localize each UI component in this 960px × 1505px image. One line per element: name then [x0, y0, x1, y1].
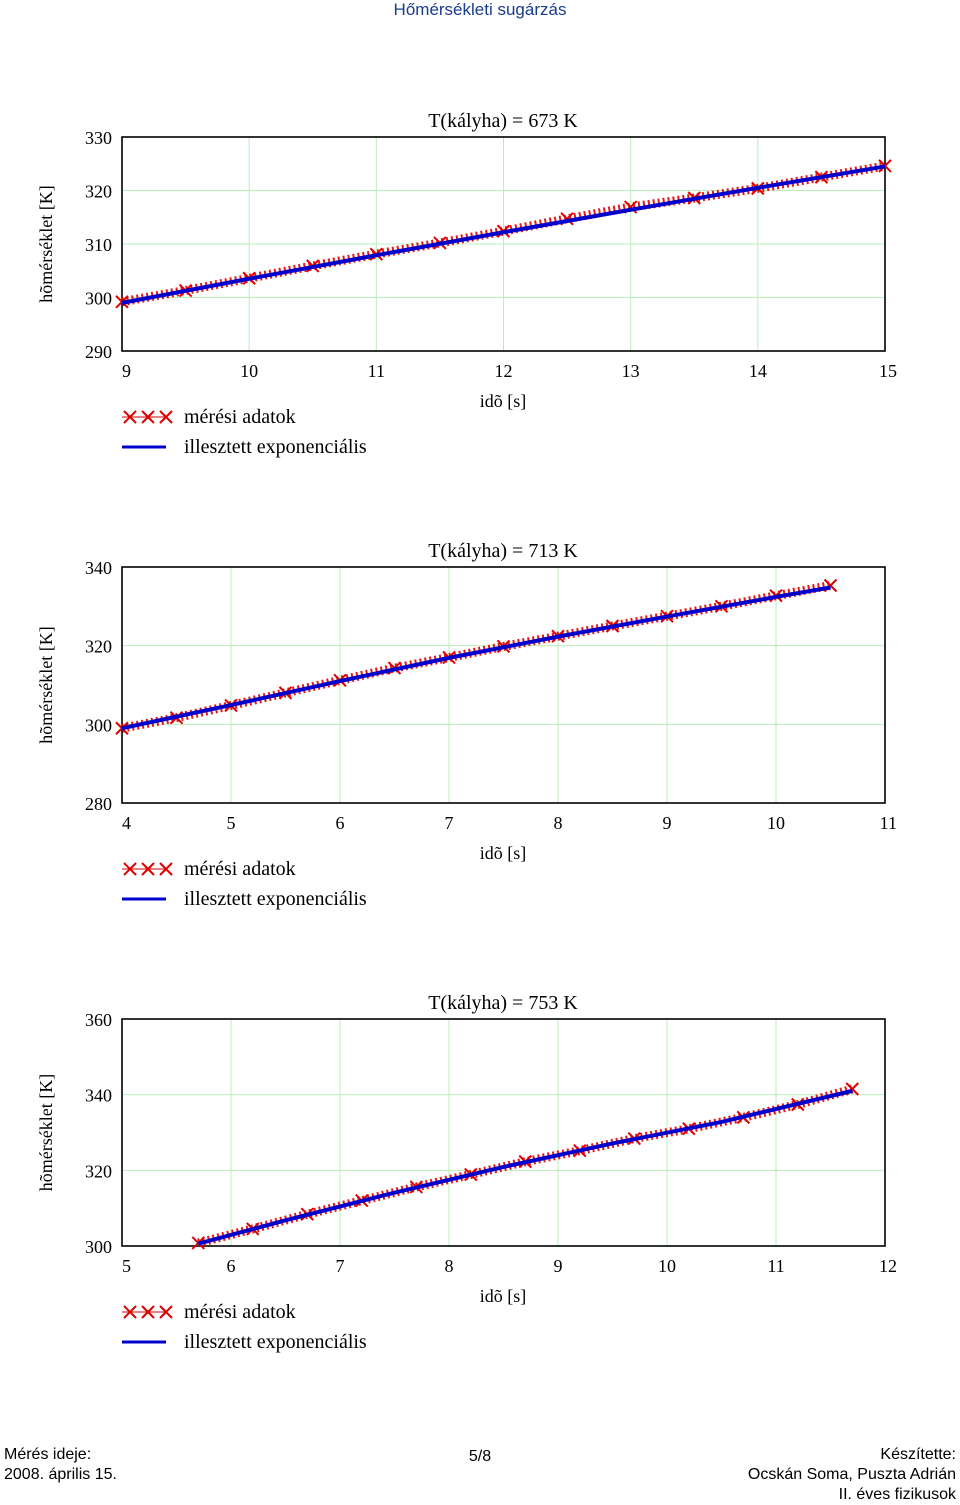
measurement-date-label: Mérés ideje: [4, 1446, 92, 1463]
legend-label-fitted: illesztett exponenciális [184, 1331, 367, 1353]
x-axis-label: idõ [s] [480, 391, 527, 411]
x-tick-label: 9 [663, 813, 672, 833]
chart-673K: T(kályha) = 673 K 290 300 310 320 330 9 10 11 12 1… [36, 110, 897, 458]
x-tick-label: 12 [495, 361, 513, 381]
x-tick-label: 11 [880, 813, 897, 833]
legend-label-fitted: illesztett exponenciális [184, 888, 367, 910]
y-axis-label: hõmérséklet [K] [36, 1074, 56, 1191]
legend-label-measured: mérési adatok [184, 858, 296, 880]
y-axis-label: hõmérséklet [K] [36, 185, 56, 302]
page-number: 5/8 [468, 1448, 492, 1465]
y-tick-label: 320 [85, 1161, 112, 1181]
x-tick-label: 8 [445, 1256, 454, 1276]
x-tick-label: 15 [879, 361, 897, 381]
plot-frame [121, 566, 886, 804]
x-tick-label: 9 [554, 1256, 563, 1276]
x-tick-label: 11 [767, 1256, 784, 1276]
x-tick-label: 4 [122, 813, 131, 833]
x-tick-label: 11 [368, 361, 385, 381]
x-axis-label: idõ [s] [480, 1286, 527, 1306]
course: II. éves fizikusok [838, 1486, 956, 1503]
fitted-series-line-top [121, 585, 831, 730]
y-tick-label: 360 [85, 1010, 112, 1030]
x-tick-label: 14 [749, 361, 767, 381]
x-tick-label: 6 [227, 1256, 236, 1276]
measured-series-band [197, 1084, 854, 1248]
fitted-series-line-top [197, 1089, 853, 1246]
authors: Ocskán Soma, Puszta Adrián [747, 1466, 956, 1483]
y-tick-label: 330 [85, 128, 112, 148]
x-tick-label: 10 [767, 813, 785, 833]
plot-frame [121, 1018, 886, 1247]
x-axis-label: idõ [s] [480, 843, 527, 863]
legend: mérési adatok illesztett exponenciális [122, 858, 367, 910]
x-tick-label: 8 [554, 813, 563, 833]
y-tick-label: 300 [85, 715, 112, 735]
x-tick-label: 13 [622, 361, 640, 381]
legend: mérési adatok illesztett exponenciális [122, 1301, 367, 1353]
chart-753K: T(kályha) = 753 K 300 320 340 360 5 6 7 8 9 10 11 12… [36, 992, 897, 1353]
x-tick-label: 10 [658, 1256, 676, 1276]
x-tick-label: 5 [122, 1256, 131, 1276]
y-tick-label: 280 [85, 794, 112, 814]
x-tick-label: 12 [879, 1256, 897, 1276]
legend: mérési adatok illesztett exponenciális [122, 406, 367, 458]
fitted-series-line-top [121, 164, 886, 305]
x-tick-label: 10 [240, 361, 258, 381]
x-tick-label: 7 [445, 813, 454, 833]
y-tick-label: 310 [85, 235, 112, 255]
legend-label-fitted: illesztett exponenciális [184, 436, 367, 458]
measured-point [878, 159, 892, 173]
plot-frame [121, 136, 886, 352]
footer-left: Mérés ideje: 2008. április 15. [4, 1445, 117, 1485]
y-tick-label: 340 [85, 1086, 112, 1106]
footer-right: Készítette: Ocskán Soma, Puszta Adrián I… [748, 1445, 956, 1505]
chart-title: T(kályha) = 673 K [428, 110, 578, 132]
legend-label-measured: mérési adatok [184, 1301, 296, 1323]
y-tick-label: 290 [85, 342, 112, 362]
measurement-date: 2008. április 15. [4, 1466, 117, 1483]
chart-title: T(kályha) = 713 K [428, 540, 578, 562]
y-tick-label: 300 [85, 289, 112, 309]
legend-label-measured: mérési adatok [184, 406, 296, 428]
x-tick-label: 6 [336, 813, 345, 833]
chart-713K: T(kályha) = 713 K 280 300 320 340 4 5 6 7 8 9 10 11 i… [36, 540, 897, 910]
y-tick-label: 340 [85, 558, 112, 578]
x-tick-label: 5 [227, 813, 236, 833]
page-header: Hőmérsékleti sugárzás [393, 0, 567, 19]
measured-point-stroke [878, 159, 892, 173]
y-tick-label: 320 [85, 637, 112, 657]
authors-label: Készítette: [880, 1446, 956, 1463]
y-tick-label: 320 [85, 182, 112, 202]
x-tick-label: 7 [336, 1256, 345, 1276]
y-axis-label: hõmérséklet [K] [36, 626, 56, 743]
x-tick-label: 9 [122, 361, 131, 381]
chart-title: T(kályha) = 753 K [428, 992, 578, 1014]
y-tick-label: 300 [85, 1237, 112, 1257]
